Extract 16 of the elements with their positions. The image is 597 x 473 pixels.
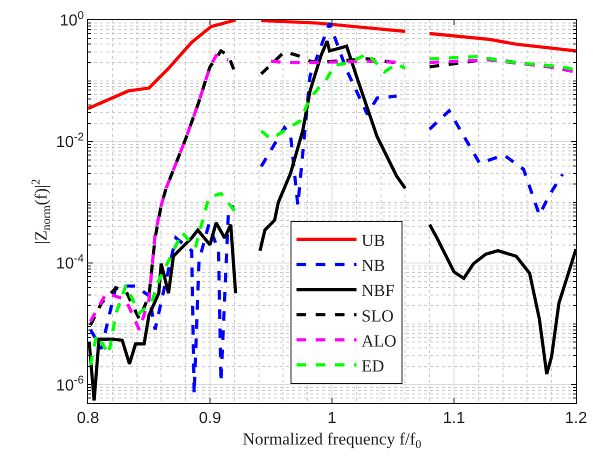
legend-label: UB bbox=[362, 231, 386, 250]
y-tick-label: 10$^{-6}$ bbox=[56, 374, 84, 394]
legend-label: NB bbox=[362, 256, 386, 276]
y-tick-label: 10$^{-2}$ bbox=[56, 131, 84, 152]
y-tick-label: 10$^{-4}$ bbox=[56, 253, 84, 273]
x-tick-label: 0.9 bbox=[198, 410, 222, 428]
legend-label: NBF bbox=[362, 281, 395, 300]
x-tick-label: 1 bbox=[328, 410, 337, 428]
x-tick-label: 1.1 bbox=[442, 410, 466, 428]
legend-label: SLO bbox=[362, 306, 394, 326]
y-tick-label: 10$^{0}$ bbox=[60, 10, 84, 30]
x-axis-title: Normalized frequency f/f$_{0}$ bbox=[242, 430, 422, 452]
legend-label: ALO bbox=[362, 331, 396, 350]
x-tick-label: 0.8 bbox=[76, 410, 100, 428]
legend-label: ED bbox=[362, 356, 384, 376]
x-tick-label: 1.2 bbox=[564, 410, 588, 428]
